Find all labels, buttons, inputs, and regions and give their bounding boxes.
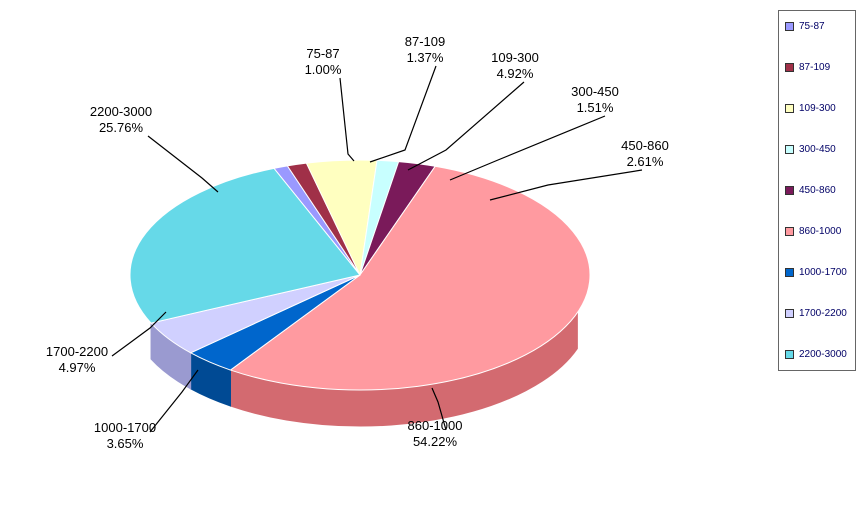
legend-item-1000-1700: 1000-1700 bbox=[785, 267, 849, 278]
slice-label-name: 75-87 bbox=[278, 46, 368, 62]
slice-label-percent: 54.22% bbox=[390, 434, 480, 450]
legend-item-450-860: 450-860 bbox=[785, 185, 849, 196]
legend-label: 109-300 bbox=[799, 103, 836, 114]
legend-label: 450-860 bbox=[799, 185, 836, 196]
legend-swatch bbox=[785, 268, 794, 277]
slice-label-name: 450-860 bbox=[600, 138, 690, 154]
slice-label-2200-3000: 2200-300025.76% bbox=[76, 104, 166, 135]
slice-label-name: 1000-1700 bbox=[80, 420, 170, 436]
legend-swatch bbox=[785, 186, 794, 195]
legend-swatch bbox=[785, 350, 794, 359]
slice-label-name: 2200-3000 bbox=[76, 104, 166, 120]
legend-label: 300-450 bbox=[799, 144, 836, 155]
legend-item-2200-3000: 2200-3000 bbox=[785, 349, 849, 360]
legend-swatch bbox=[785, 22, 794, 31]
slice-label-percent: 1.37% bbox=[380, 50, 470, 66]
legend-label: 860-1000 bbox=[799, 226, 841, 237]
legend-swatch bbox=[785, 104, 794, 113]
legend-swatch bbox=[785, 227, 794, 236]
leader-line bbox=[370, 66, 436, 162]
slice-label-percent: 4.97% bbox=[32, 360, 122, 376]
legend-label: 87-109 bbox=[799, 62, 830, 73]
legend: 75-87 87-109 109-300 300-450 450-860 860-1000… bbox=[778, 10, 856, 371]
slice-label-75-87: 75-871.00% bbox=[278, 46, 368, 77]
slice-label-name: 109-300 bbox=[470, 50, 560, 66]
leader-line bbox=[340, 78, 354, 161]
legend-label: 1700-2200 bbox=[799, 308, 847, 319]
slice-label-1000-1700: 1000-17003.65% bbox=[80, 420, 170, 451]
legend-swatch bbox=[785, 145, 794, 154]
slice-label-300-450: 300-4501.51% bbox=[550, 84, 640, 115]
legend-item-109-300: 109-300 bbox=[785, 103, 849, 114]
slice-label-percent: 4.92% bbox=[470, 66, 560, 82]
legend-swatch bbox=[785, 309, 794, 318]
slice-label-percent: 3.65% bbox=[80, 436, 170, 452]
slice-label-name: 860-1000 bbox=[390, 418, 480, 434]
slice-label-1700-2200: 1700-22004.97% bbox=[32, 344, 122, 375]
slice-label-name: 1700-2200 bbox=[32, 344, 122, 360]
slice-label-87-109: 87-1091.37% bbox=[380, 34, 470, 65]
legend-label: 75-87 bbox=[799, 21, 825, 32]
slice-label-percent: 1.51% bbox=[550, 100, 640, 116]
slice-label-450-860: 450-8602.61% bbox=[600, 138, 690, 169]
chart-stage: 75-8787-109109-300300-450450-860860-1000… bbox=[0, 0, 866, 528]
slice-label-860-1000: 860-100054.22% bbox=[390, 418, 480, 449]
slice-label-name: 87-109 bbox=[380, 34, 470, 50]
legend-item-75-87: 75-87 bbox=[785, 21, 849, 32]
legend-item-87-109: 87-109 bbox=[785, 62, 849, 73]
slice-label-percent: 25.76% bbox=[76, 120, 166, 136]
slice-label-percent: 1.00% bbox=[278, 62, 368, 78]
legend-swatch bbox=[785, 63, 794, 72]
slice-label-percent: 2.61% bbox=[600, 154, 690, 170]
legend-label: 2200-3000 bbox=[799, 349, 847, 360]
slice-label-name: 300-450 bbox=[550, 84, 640, 100]
legend-item-300-450: 300-450 bbox=[785, 144, 849, 155]
legend-item-860-1000: 860-1000 bbox=[785, 226, 849, 237]
leader-line bbox=[148, 136, 218, 192]
legend-label: 1000-1700 bbox=[799, 267, 847, 278]
legend-item-1700-2200: 1700-2200 bbox=[785, 308, 849, 319]
slice-label-109-300: 109-3004.92% bbox=[470, 50, 560, 81]
